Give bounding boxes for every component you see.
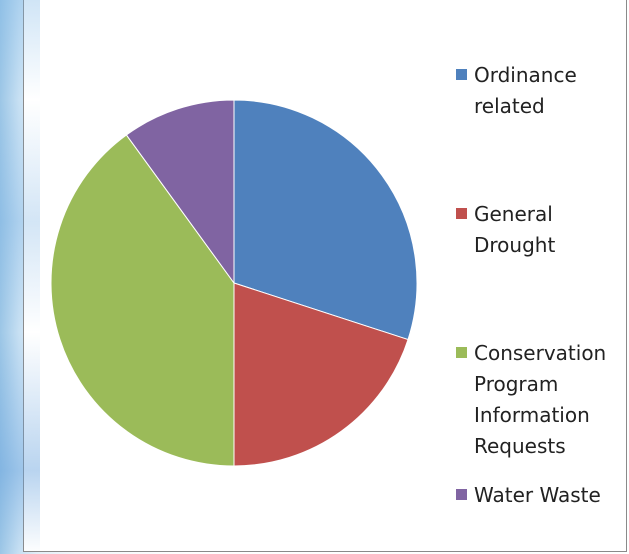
- legend-label-ordinance-related: Ordinance related: [474, 63, 577, 118]
- pie-slice-ordinance-related: [233, 99, 418, 341]
- legend-swatch-ordinance-related: [456, 69, 467, 80]
- pie-slice-general-drought: [233, 282, 409, 467]
- legend-swatch-conservation-requests: [456, 347, 467, 358]
- legend-label-general-drought: General Drought: [474, 202, 556, 257]
- legend-item-conservation-requests: Conservation Program Information Request…: [456, 338, 606, 462]
- legend-item-general-drought: General Drought: [456, 199, 555, 261]
- legend-item-water-waste: Water Waste: [456, 480, 601, 511]
- legend-label-water-waste: Water Waste: [474, 483, 601, 507]
- legend-item-ordinance-related: Ordinance related: [456, 60, 577, 122]
- pie-slice-water-waste: [125, 99, 235, 285]
- legend-label-conservation-requests: Conservation Program Information Request…: [474, 341, 607, 458]
- chart-area: Ordinance related General Drought Conser…: [23, 0, 627, 552]
- legend-swatch-general-drought: [456, 208, 467, 219]
- pie-chart: [50, 99, 418, 467]
- legend-swatch-water-waste: [456, 489, 467, 500]
- pie-slice-conservation-program-information-requests: [50, 134, 235, 467]
